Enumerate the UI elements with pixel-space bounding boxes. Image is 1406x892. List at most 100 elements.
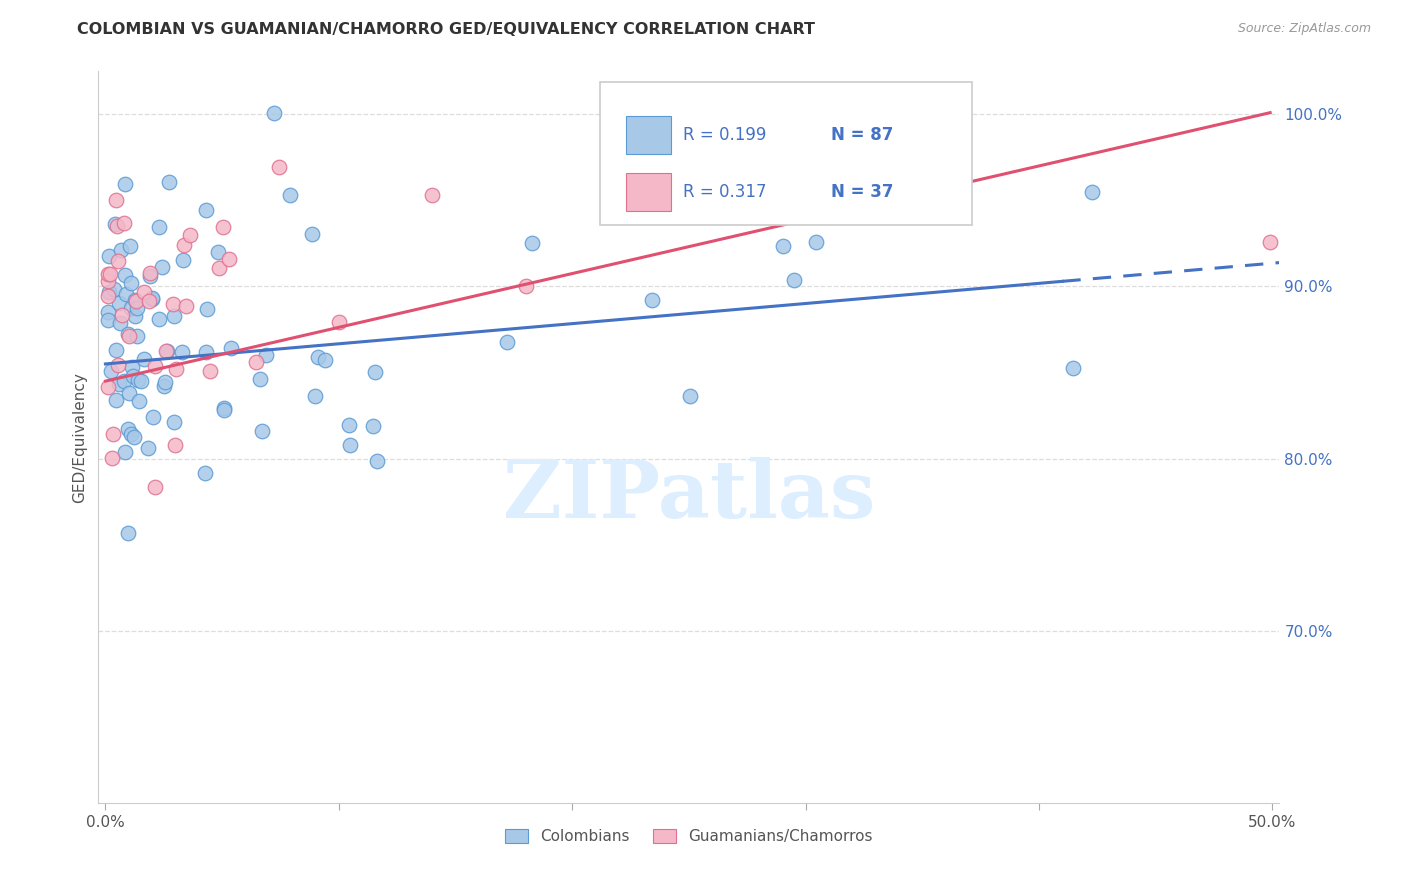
Point [1062, 360, 1084, 375]
Point [337, 418, 360, 433]
Point [200, 364, 222, 378]
Point [838, 200, 860, 214]
Point [314, 353, 336, 368]
Point [173, 238, 195, 252]
Point [783, 272, 806, 286]
Point [97, 285, 120, 299]
FancyBboxPatch shape [626, 116, 671, 154]
Point [97, 313, 120, 327]
Point [141, 292, 163, 306]
Point [496, 334, 519, 349]
Point [280, 188, 302, 202]
Point [97, 379, 120, 393]
Point [114, 445, 136, 459]
Point [117, 526, 139, 541]
Point [221, 341, 243, 355]
Point [163, 415, 186, 429]
Point [97, 249, 120, 263]
Y-axis label: GED/Equivalency: GED/Equivalency [72, 372, 87, 502]
Point [150, 260, 173, 274]
Point [97, 305, 120, 319]
Point [339, 438, 361, 452]
Point [124, 293, 146, 307]
Point [212, 401, 235, 415]
Text: Source: ZipAtlas.com: Source: ZipAtlas.com [1237, 22, 1371, 36]
Point [361, 419, 384, 434]
Point [127, 373, 149, 387]
Point [212, 219, 235, 234]
Point [245, 355, 267, 369]
Point [148, 220, 170, 235]
Point [97, 274, 120, 288]
Point [1258, 235, 1281, 249]
Point [679, 389, 702, 403]
Point [101, 451, 124, 466]
Point [139, 266, 162, 280]
Point [152, 379, 174, 393]
Point [263, 105, 285, 120]
Point [112, 374, 135, 388]
Point [124, 310, 146, 324]
Point [267, 161, 290, 175]
Point [125, 301, 148, 315]
Point [170, 345, 193, 359]
Point [117, 327, 139, 342]
FancyBboxPatch shape [600, 82, 973, 225]
Point [165, 362, 187, 376]
Point [138, 293, 160, 308]
Text: R = 0.317: R = 0.317 [683, 183, 766, 201]
Point [162, 310, 184, 324]
Point [172, 253, 194, 268]
Text: N = 87: N = 87 [831, 127, 893, 145]
Point [156, 343, 179, 358]
Point [97, 268, 120, 282]
Point [132, 352, 155, 367]
Legend: Colombians, Guamanians/Chamorros: Colombians, Guamanians/Chamorros [499, 822, 879, 850]
Point [141, 291, 163, 305]
Point [254, 348, 277, 362]
Point [118, 238, 141, 252]
Point [118, 386, 141, 401]
Point [304, 389, 326, 403]
Point [107, 358, 129, 372]
Point [114, 178, 136, 192]
Point [641, 293, 664, 308]
Point [104, 217, 127, 231]
Point [195, 302, 218, 317]
Point [136, 442, 159, 456]
Point [307, 351, 329, 365]
Point [103, 427, 125, 442]
Point [143, 359, 166, 373]
Point [420, 187, 443, 202]
Point [148, 312, 170, 326]
Point [100, 364, 122, 378]
Point [522, 236, 544, 251]
Point [105, 392, 128, 407]
Point [120, 276, 142, 290]
Point [252, 424, 274, 438]
Point [143, 480, 166, 494]
Point [301, 227, 323, 241]
Point [1081, 185, 1104, 199]
Point [208, 261, 231, 276]
Point [142, 409, 165, 424]
Point [179, 228, 201, 243]
Point [195, 345, 218, 359]
Point [125, 328, 148, 343]
Point [105, 219, 128, 234]
Point [97, 289, 120, 303]
Point [195, 202, 218, 217]
Point [742, 167, 765, 181]
Point [114, 268, 136, 282]
Point [121, 360, 143, 375]
Point [364, 365, 387, 379]
Point [174, 299, 197, 313]
Point [132, 285, 155, 300]
Point [112, 216, 135, 230]
Point [155, 344, 177, 359]
Point [110, 243, 132, 257]
Point [157, 175, 180, 189]
Text: ZIPatlas: ZIPatlas [503, 457, 875, 534]
Point [662, 167, 685, 181]
Point [121, 369, 143, 384]
